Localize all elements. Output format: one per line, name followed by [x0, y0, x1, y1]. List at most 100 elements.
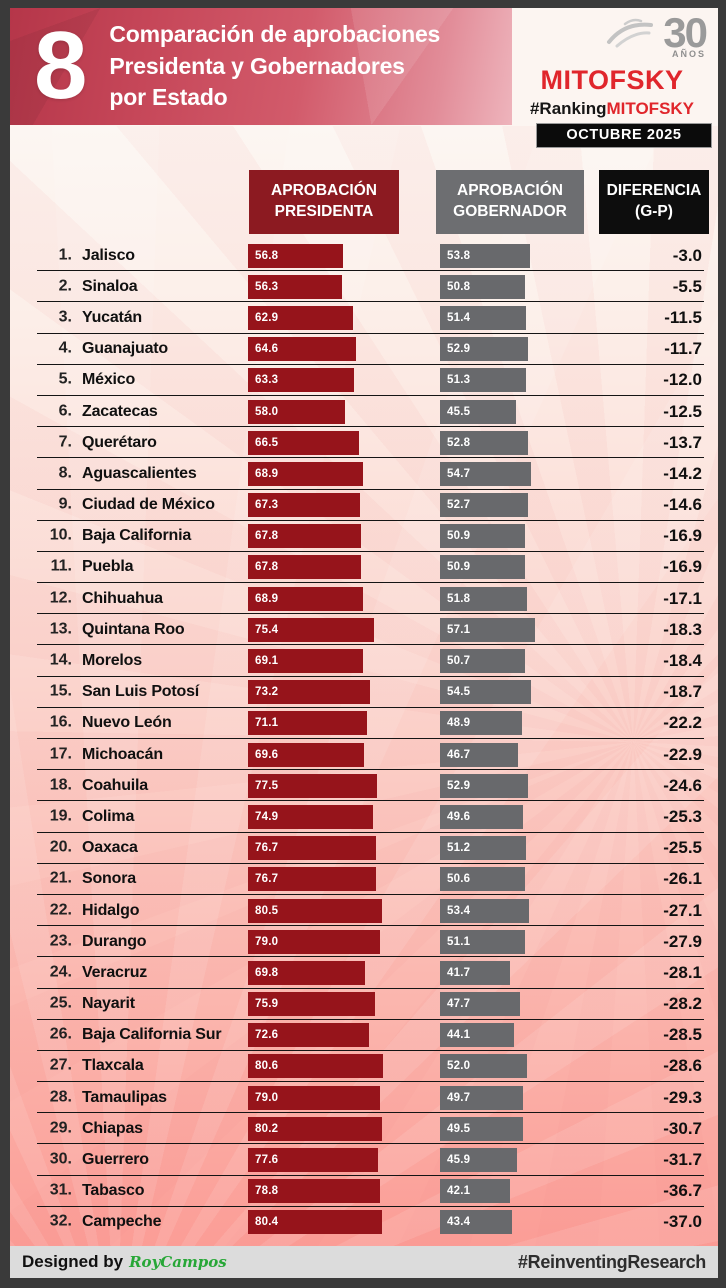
row-rank: 16.	[49, 713, 72, 731]
presidenta-bar: 72.6	[248, 1023, 370, 1048]
gobernador-bar: 53.4	[440, 898, 530, 923]
presidenta-value: 56.8	[255, 249, 279, 262]
gobernador-value: 57.1	[447, 623, 471, 636]
gobernador-value: 49.7	[447, 1091, 471, 1104]
gobernador-bar: 50.9	[440, 555, 525, 580]
table-row: 8. Aguascalientes 68.9 54.7 -14.2	[10, 458, 718, 490]
presidenta-value: 67.3	[255, 499, 279, 512]
presidenta-bar: 68.9	[248, 586, 364, 611]
row-rank: 17.	[49, 744, 72, 762]
row-diff: -28.2	[663, 994, 702, 1014]
gobernador-value: 52.9	[447, 343, 471, 356]
presidenta-value: 69.6	[255, 748, 279, 761]
table-row: 19. Colima 74.9 49.6 -25.3	[10, 801, 718, 833]
table-row: 13. Quintana Roo 75.4 57.1 -18.3	[10, 614, 718, 646]
table-row: 28. Tamaulipas 79.0 49.7 -29.3	[10, 1082, 718, 1114]
column-header-line: GOBERNADOR	[453, 203, 567, 220]
presidenta-value: 72.6	[255, 1029, 279, 1042]
table-row: 22. Hidalgo 80.5 53.4 -27.1	[10, 895, 718, 927]
presidenta-bar: 66.5	[248, 430, 360, 455]
designer-signature: RoyCampos	[129, 1253, 227, 1271]
gobernador-bar: 53.8	[440, 243, 530, 268]
row-diff: -28.6	[663, 1056, 702, 1076]
presidenta-bar: 56.3	[248, 274, 343, 299]
row-rank: 25.	[49, 994, 72, 1012]
presidenta-value: 77.5	[255, 779, 279, 792]
presidenta-bar: 58.0	[248, 399, 345, 424]
presidenta-value: 64.6	[255, 343, 279, 356]
row-state: San Luis Potosí	[82, 683, 200, 701]
reinventing-hashtag: #ReinventingResearch	[517, 1251, 706, 1272]
gobernador-bar: 50.8	[440, 274, 525, 299]
gobernador-bar: 48.9	[440, 711, 522, 736]
gobernador-bar: 41.7	[440, 960, 510, 985]
gobernador-bar: 49.5	[440, 1116, 523, 1141]
gobernador-value: 50.9	[447, 530, 471, 543]
row-diff: -37.0	[663, 1212, 702, 1232]
row-diff: -18.4	[663, 651, 702, 671]
swoosh-icon	[607, 18, 654, 48]
gobernador-value: 50.8	[447, 280, 471, 293]
gobernador-value: 51.1	[447, 935, 471, 948]
row-state: Guanajuato	[82, 340, 169, 358]
row-rank: 13.	[49, 620, 72, 638]
presidenta-value: 73.2	[255, 686, 279, 699]
ranking-hashtag: #RankingMITOFSKY	[512, 99, 712, 119]
gobernador-bar: 52.7	[440, 493, 528, 518]
gobernador-bar: 42.1	[440, 1179, 511, 1204]
row-rank: 27.	[49, 1056, 72, 1074]
column-header-line: APROBACIÓN	[271, 182, 377, 200]
row-diff: -14.2	[663, 463, 702, 483]
gobernador-bar: 50.6	[440, 867, 525, 892]
row-diff: -36.7	[663, 1181, 702, 1201]
gobernador-value: 53.4	[447, 904, 471, 917]
gobernador-bar: 52.9	[440, 337, 529, 362]
table-row: 29. Chiapas 80.2 49.5 -30.7	[10, 1113, 718, 1145]
footer: Designed by RoyCampos #ReinventingResearc…	[10, 1246, 718, 1278]
gobernador-bar: 49.7	[440, 1085, 523, 1110]
row-diff: -27.1	[663, 900, 702, 920]
presidenta-value: 75.4	[255, 623, 279, 636]
row-state: Morelos	[82, 652, 142, 670]
gobernador-bar: 43.4	[440, 1210, 513, 1235]
gobernador-bar: 57.1	[440, 617, 536, 642]
table-row: 24. Veracruz 69.8 41.7 -28.1	[10, 957, 718, 989]
row-rank: 12.	[49, 588, 72, 606]
row-state: Tabasco	[82, 1182, 145, 1200]
presidenta-value: 71.1	[255, 717, 279, 730]
row-diff: -28.5	[663, 1025, 702, 1045]
presidenta-value: 79.0	[255, 935, 279, 948]
gobernador-bar: 44.1	[440, 1023, 514, 1048]
row-state: Yucatán	[82, 308, 142, 326]
gobernador-value: 52.0	[447, 1060, 471, 1073]
presidenta-bar: 78.8	[248, 1179, 380, 1204]
table-row: 11. Puebla 67.8 50.9 -16.9	[10, 552, 718, 584]
table-row: 23. Durango 79.0 51.1 -27.9	[10, 926, 718, 958]
row-rank: 22.	[49, 900, 72, 918]
hashtag-brand: MITOFSKY	[606, 98, 695, 118]
row-state: Aguascalientes	[82, 464, 197, 482]
row-state: Coahuila	[82, 776, 148, 794]
presidenta-value: 56.3	[255, 280, 279, 293]
row-diff: -31.7	[663, 1150, 702, 1170]
gobernador-value: 50.7	[447, 655, 471, 668]
row-rank: 21.	[49, 869, 72, 887]
gobernador-value: 51.3	[447, 374, 471, 387]
presidenta-bar: 68.9	[248, 461, 364, 486]
title-banner: 8 Comparación de aprobaciones Presidenta…	[10, 8, 512, 125]
presidenta-value: 78.8	[255, 1185, 279, 1198]
gobernador-value: 52.8	[447, 436, 471, 449]
gobernador-value: 46.7	[447, 748, 471, 761]
presidenta-bar: 67.8	[248, 555, 362, 580]
presidenta-bar: 75.9	[248, 992, 375, 1017]
presidenta-bar: 71.1	[248, 711, 367, 736]
row-diff: -17.1	[663, 588, 702, 608]
gobernador-value: 49.6	[447, 810, 471, 823]
designed-by: Designed by RoyCampos	[22, 1252, 227, 1272]
presidenta-value: 67.8	[255, 530, 279, 543]
column-header-line: (G-P)	[635, 203, 673, 220]
table-row: 27. Tlaxcala 80.6 52.0 -28.6	[10, 1051, 718, 1083]
table-row: 5. México 63.3 51.3 -12.0	[10, 365, 718, 397]
presidenta-bar: 80.4	[248, 1210, 383, 1235]
column-header-gobernador: APROBACIÓN GOBERNADOR	[436, 170, 584, 234]
